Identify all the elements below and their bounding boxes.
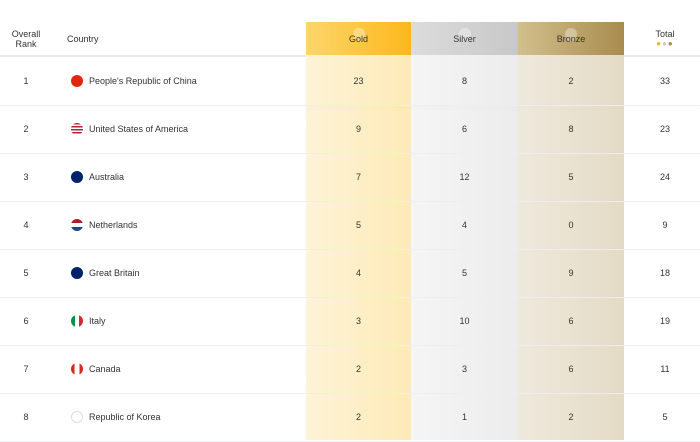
bronze-medal-icon	[565, 28, 577, 42]
bronze-count: 2	[568, 76, 574, 86]
header-silver[interactable]: Silver	[411, 22, 518, 55]
silver-count: 3	[461, 364, 467, 374]
country-cell[interactable]: People's Republic of China	[71, 75, 197, 87]
country-name: United States of America	[89, 124, 189, 134]
country-cell[interactable]: Australia	[71, 171, 124, 183]
netherlands-flag-icon	[71, 219, 83, 231]
row-divider	[0, 249, 700, 250]
gold-label: Gold	[348, 33, 368, 44]
country-name: Italy	[89, 316, 106, 326]
country-name: Republic of Korea	[89, 412, 161, 422]
header-country[interactable]: Country	[67, 33, 99, 44]
bronze-count: 9	[568, 268, 574, 278]
silver-count: 8	[461, 76, 467, 86]
country-cell[interactable]: Canada	[71, 363, 121, 375]
gold-count: 23	[353, 76, 364, 86]
table-row[interactable]: 1 People's Republic of China 23 8 2 33	[0, 57, 700, 105]
rank-cell: 8	[23, 412, 29, 422]
gold-count: 7	[355, 172, 361, 182]
row-divider	[0, 105, 700, 106]
silver-label: Silver	[453, 33, 476, 44]
gold-medal-icon	[352, 28, 365, 42]
rank-cell: 7	[23, 364, 29, 374]
bronze-count: 5	[568, 172, 574, 182]
table-row[interactable]: 4 Netherlands 5 4 0 9	[0, 201, 700, 249]
total-count: 11	[660, 364, 670, 374]
total-count: 24	[659, 172, 670, 182]
bronze-column-band	[518, 55, 624, 440]
table-row[interactable]: 8 Republic of Korea 2 1 2 5	[0, 393, 700, 441]
silver-count: 12	[459, 172, 470, 182]
total-count: 33	[659, 76, 670, 86]
row-divider	[0, 201, 700, 202]
header-total[interactable]: Total ●●●	[630, 22, 700, 55]
bronze-count: 6	[568, 364, 574, 374]
bronze-count: 2	[568, 412, 574, 422]
total-count: 9	[662, 220, 668, 230]
china-flag-icon	[71, 75, 83, 87]
table-row[interactable]: 7 Canada 2 3 6 11	[0, 345, 700, 393]
silver-count: 6	[461, 124, 467, 134]
korea-flag-icon	[71, 411, 83, 423]
total-count: 19	[659, 316, 670, 326]
gold-column-band	[306, 55, 411, 440]
bronze-count: 0	[568, 220, 574, 230]
row-divider	[0, 345, 700, 346]
gold-count: 9	[355, 124, 361, 134]
header-gold[interactable]: Gold	[306, 22, 411, 55]
table-row[interactable]: 3 Australia 7 12 5 24	[0, 153, 700, 201]
rank-cell: 1	[23, 76, 29, 86]
bronze-count: 6	[568, 316, 574, 326]
total-count: 5	[662, 412, 668, 422]
row-divider	[0, 153, 700, 154]
header-bronze[interactable]: Bronze	[518, 22, 624, 55]
silver-count: 5	[461, 268, 467, 278]
bronze-count: 8	[568, 124, 574, 134]
total-label: Total	[655, 29, 675, 39]
country-cell[interactable]: Republic of Korea	[71, 411, 161, 423]
gold-count: 2	[355, 412, 361, 422]
rank-cell: 4	[23, 220, 29, 230]
country-cell[interactable]: Great Britain	[71, 267, 140, 279]
italy-flag-icon	[71, 315, 83, 327]
country-name: Canada	[89, 364, 121, 374]
country-cell[interactable]: United States of America	[71, 123, 188, 135]
gold-count: 3	[355, 316, 361, 326]
table-row[interactable]: 6 Italy 3 10 6 19	[0, 297, 700, 345]
silver-count: 4	[461, 220, 467, 230]
row-divider	[0, 297, 700, 298]
table-row[interactable]: 5 Great Britain 4 5 9 18	[0, 249, 700, 297]
gold-count: 5	[355, 220, 361, 230]
table-row[interactable]: 2 United States of America 9 6 8 23	[0, 105, 700, 153]
rank-cell: 2	[23, 124, 29, 134]
great-britain-flag-icon	[71, 267, 83, 279]
country-name: Netherlands	[89, 220, 138, 230]
country-name: Australia	[89, 172, 125, 182]
country-name: People's Republic of China	[89, 76, 197, 86]
silver-column-band	[411, 55, 518, 440]
silver-count: 10	[459, 316, 470, 326]
australia-flag-icon	[71, 171, 83, 183]
total-count: 23	[659, 124, 670, 134]
silver-medal-icon	[458, 28, 471, 42]
rank-cell: 6	[23, 316, 29, 326]
total-count: 18	[659, 268, 670, 278]
rank-cell: 3	[23, 172, 29, 182]
row-divider	[0, 393, 700, 394]
silver-count: 1	[461, 412, 467, 422]
bronze-label: Bronze	[556, 33, 586, 44]
country-name: Great Britain	[89, 268, 140, 278]
gold-count: 2	[355, 364, 361, 374]
usa-flag-icon	[71, 123, 83, 135]
canada-flag-icon	[71, 363, 83, 375]
country-cell[interactable]: Netherlands	[71, 219, 138, 231]
header-rank[interactable]: Overall Rank	[11, 28, 41, 49]
gold-count: 4	[355, 268, 361, 278]
medals-icon: ●●●	[656, 39, 674, 48]
country-cell[interactable]: Italy	[71, 315, 106, 327]
rank-cell: 5	[23, 268, 29, 278]
